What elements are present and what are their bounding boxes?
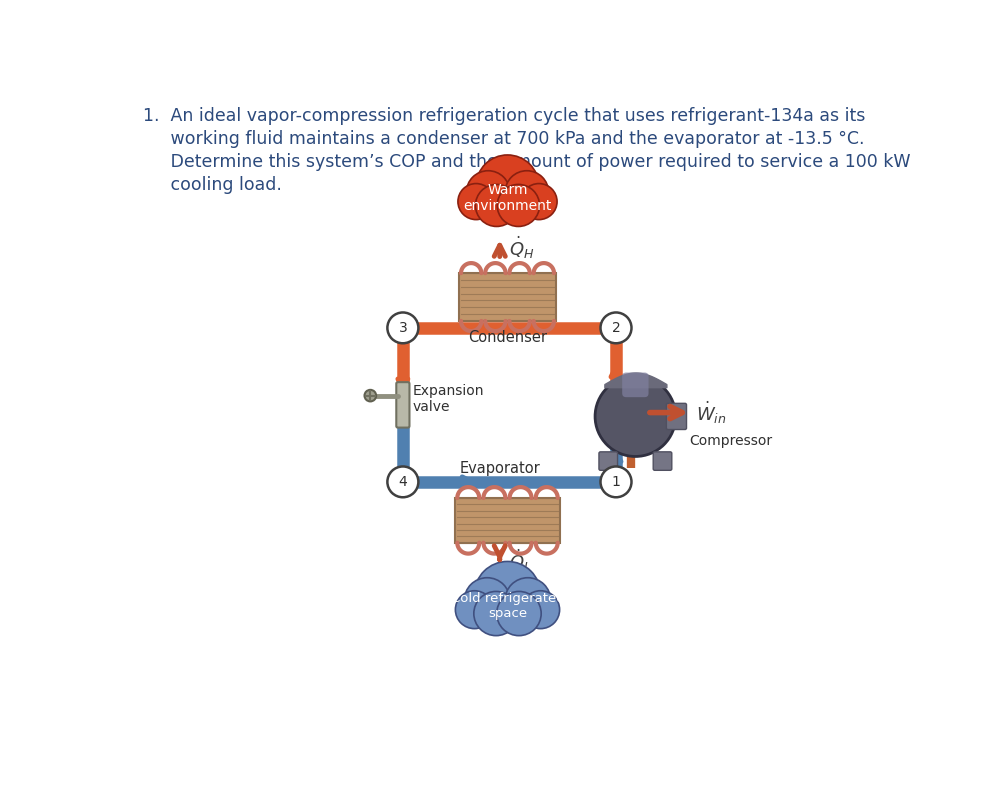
Text: $\dot{W}_{in}$: $\dot{W}_{in}$ xyxy=(696,400,726,426)
Text: Cold refrigerated
space: Cold refrigerated space xyxy=(451,593,565,620)
Circle shape xyxy=(496,592,541,636)
Circle shape xyxy=(601,313,631,344)
FancyBboxPatch shape xyxy=(599,452,617,470)
Circle shape xyxy=(505,578,551,623)
Text: Condenser: Condenser xyxy=(468,330,547,345)
Circle shape xyxy=(467,171,510,214)
Text: 3: 3 xyxy=(398,321,407,335)
Text: Compressor: Compressor xyxy=(690,434,773,448)
Text: $\dot{Q}_H$: $\dot{Q}_H$ xyxy=(509,235,534,262)
FancyBboxPatch shape xyxy=(396,382,409,428)
Text: 1: 1 xyxy=(611,475,620,489)
Text: working fluid maintains a condenser at 700 kPa and the evaporator at -13.5 °C.: working fluid maintains a condenser at 7… xyxy=(144,130,865,148)
Text: 4: 4 xyxy=(398,475,407,489)
Circle shape xyxy=(476,155,539,217)
Circle shape xyxy=(387,466,418,497)
Circle shape xyxy=(458,184,495,220)
FancyBboxPatch shape xyxy=(653,452,672,470)
Text: 2: 2 xyxy=(611,321,620,335)
Text: $\dot{Q}_L$: $\dot{Q}_L$ xyxy=(509,548,532,574)
Circle shape xyxy=(387,313,418,344)
Text: Determine this system’s COP and the amount of power required to service a 100 kW: Determine this system’s COP and the amou… xyxy=(144,153,911,171)
FancyBboxPatch shape xyxy=(459,273,556,321)
FancyBboxPatch shape xyxy=(666,403,687,429)
Text: Expansion
valve: Expansion valve xyxy=(412,384,484,414)
Circle shape xyxy=(476,184,517,226)
Text: Warm
environment: Warm environment xyxy=(464,183,552,214)
Text: Evaporator: Evaporator xyxy=(460,462,540,477)
Circle shape xyxy=(497,184,539,226)
Circle shape xyxy=(601,466,631,497)
Circle shape xyxy=(595,377,676,456)
Text: cooling load.: cooling load. xyxy=(144,177,282,194)
Circle shape xyxy=(521,591,560,629)
Circle shape xyxy=(465,578,510,623)
Text: 1.  An ideal vapor-compression refrigeration cycle that uses refrigerant-134a as: 1. An ideal vapor-compression refrigerat… xyxy=(144,107,865,125)
Circle shape xyxy=(365,390,377,401)
Circle shape xyxy=(505,171,549,214)
Circle shape xyxy=(475,562,540,627)
FancyBboxPatch shape xyxy=(622,373,648,397)
FancyBboxPatch shape xyxy=(455,498,560,543)
Circle shape xyxy=(456,591,494,629)
Circle shape xyxy=(521,184,557,220)
Circle shape xyxy=(474,592,518,636)
